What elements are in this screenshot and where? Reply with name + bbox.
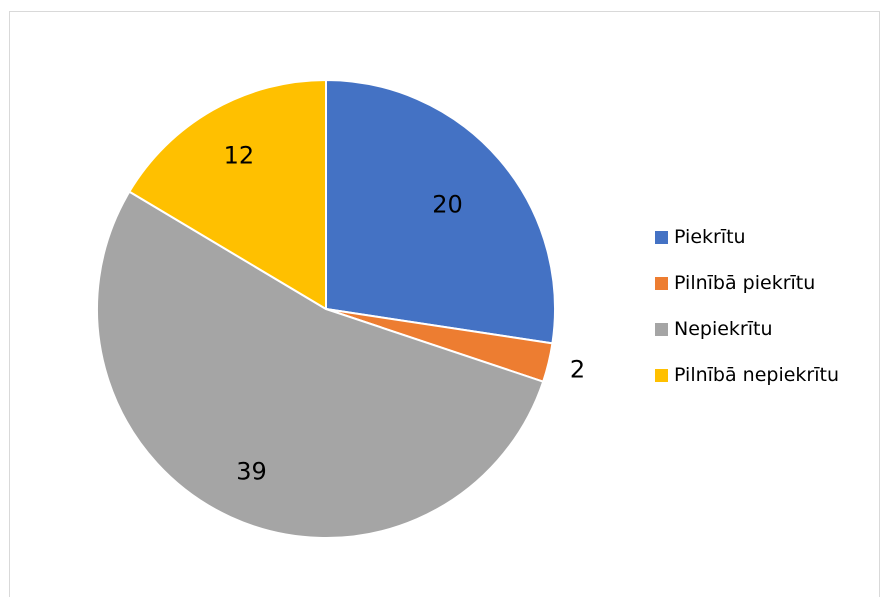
legend-label-pilniba-nepiekritu: Pilnībā nepiekrītu bbox=[674, 364, 840, 386]
legend-label-pilniba-piekritu: Pilnībā piekrītu bbox=[674, 272, 816, 294]
legend-swatch-nepiekritu bbox=[655, 322, 668, 336]
legend-item-piekritu: Piekrītu bbox=[655, 222, 875, 252]
data-label-piekritu: 20 bbox=[432, 191, 463, 219]
legend-label-piekritu: Piekrītu bbox=[674, 226, 746, 248]
legend-swatch-pilniba-piekritu bbox=[655, 276, 668, 290]
data-label-pilniba-nepiekritu: 12 bbox=[224, 142, 255, 170]
legend-swatch-piekritu bbox=[655, 230, 668, 244]
pie-slice-piekritu bbox=[325, 79, 556, 345]
legend-item-nepiekritu: Nepiekrītu bbox=[655, 314, 875, 344]
legend-item-pilniba-piekritu: Pilnībā piekrītu bbox=[655, 268, 875, 298]
legend: Piekrītu Pilnībā piekrītu Nepiekrītu Pil… bbox=[655, 222, 875, 406]
legend-item-pilniba-nepiekritu: Pilnībā nepiekrītu bbox=[655, 360, 875, 390]
legend-label-nepiekritu: Nepiekrītu bbox=[674, 318, 773, 340]
pie-slice-pilniba-nepiekritu bbox=[128, 79, 327, 310]
data-label-pilniba-piekritu: 2 bbox=[570, 356, 585, 384]
data-label-nepiekritu: 39 bbox=[236, 457, 267, 485]
pie-slice-nepiekritu bbox=[96, 190, 545, 539]
legend-swatch-pilniba-nepiekritu bbox=[655, 368, 668, 382]
